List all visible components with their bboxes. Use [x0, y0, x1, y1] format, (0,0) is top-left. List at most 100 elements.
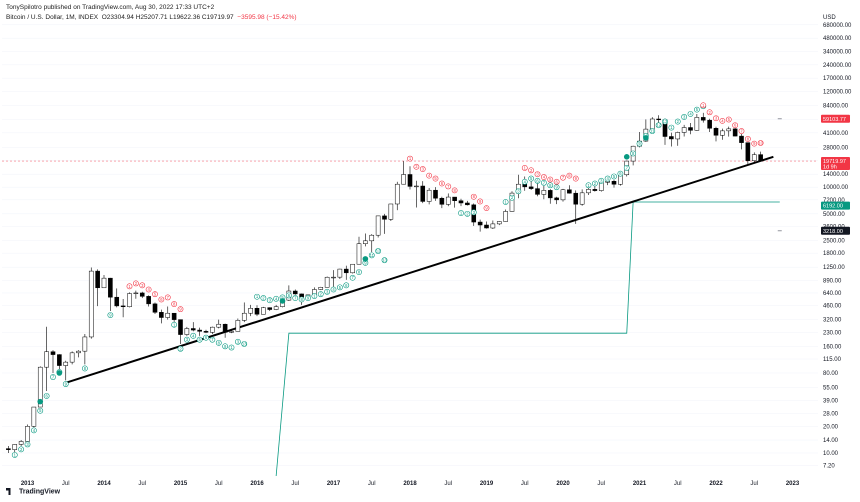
td-buy-count-circle [636, 140, 643, 147]
td-sell-count-circle [132, 280, 139, 287]
candle-up [445, 196, 451, 205]
candle-up [496, 221, 502, 225]
td-buy-count-circle [674, 118, 681, 125]
candle-down [707, 119, 712, 129]
td-buy-count: 3 [326, 289, 329, 294]
td-buy-count: 2 [262, 296, 265, 301]
y-tick-label: 480000.00 [823, 36, 852, 42]
td-buy-count-circle [177, 345, 184, 352]
candle-down [146, 296, 151, 305]
y-tick-label: 28000.00 [823, 146, 849, 152]
td-buy-count: 3 [269, 298, 272, 303]
td-buy-count: 9 [638, 141, 641, 146]
td-sell-count-circle [700, 102, 707, 109]
candle-up [318, 287, 324, 290]
td-sell-count-circle [521, 164, 528, 171]
candle-down [567, 189, 572, 194]
td-buy-count: 2 [20, 447, 23, 452]
candle-up [37, 366, 43, 408]
td-buy-count-circle [190, 332, 197, 339]
x-tick-label: Jul [291, 481, 299, 487]
td-buy-count-circle [464, 210, 471, 217]
y-tick-label: 14000.00 [823, 172, 849, 178]
candle-up [18, 441, 24, 445]
td-buy-count: 11 [370, 253, 375, 258]
symbol-name[interactable]: Bitcoin / U.S. Dollar, 1M, INDEX [6, 14, 99, 21]
candle-down [6, 448, 11, 450]
x-tick-label: 2018 [403, 481, 417, 487]
td-sell-count-circle [553, 178, 560, 185]
x-tick-label: 2020 [556, 481, 570, 487]
td-sell-count: 1 [409, 156, 412, 161]
td-buy-count-circle [18, 446, 25, 453]
publisher-line: TonySpilotro published on TradingView.co… [6, 4, 215, 11]
candle-down [171, 312, 177, 320]
td-buy-count-circle [458, 210, 464, 216]
td-buy-count: 9 [224, 344, 227, 349]
x-tick-label: 2017 [327, 481, 341, 487]
td-buy-count: 3 [237, 339, 240, 344]
td-buy-count-circle [62, 381, 69, 387]
y-tick-label: 890.00 [823, 278, 842, 284]
time-axis[interactable]: 2013 Jul 2014 Jul 2015 Jul 2016 Jul 2017 Jul 2018 J… [21, 481, 800, 487]
td-buy-count-circle [604, 175, 611, 182]
td-sell-count-circle [152, 291, 158, 298]
td-buy-count: 13 [382, 258, 387, 263]
td-sell-count: 7 [167, 295, 170, 300]
td-sell-count-circle [706, 109, 713, 116]
td-sell-count: 9 [179, 307, 182, 312]
td-sell-count-circle [483, 205, 490, 212]
td-buy-count-circle [343, 282, 350, 289]
td-counts: 1234567898912345678913131234567891234567… [11, 102, 764, 458]
td-buy-count: 8 [84, 366, 87, 371]
td-buy-count: 12 [376, 249, 381, 254]
td-setup-marker [279, 298, 286, 304]
candle-down [254, 308, 260, 315]
price-axis[interactable]: USD 680000.00 480000.00 340000.00 240000.00 1… [823, 15, 852, 470]
td-buy-count-circle [30, 427, 37, 434]
candle-down [465, 202, 470, 206]
y-tick-label: 460.00 [823, 304, 842, 310]
td-sell-count-circle [732, 122, 739, 129]
candle-down [611, 181, 617, 185]
td-sell-count: 6 [555, 179, 558, 184]
td-buy-count: 1 [460, 211, 463, 216]
price-tag-label: 6192.00 [823, 204, 843, 210]
td-buy-count-circle [509, 194, 515, 201]
td-setup-marker [362, 256, 369, 262]
candle-up [184, 328, 190, 335]
y-tick-label: 320.00 [823, 318, 842, 324]
td-sell-count-circle [419, 166, 426, 172]
td-buy-count: 3 [600, 178, 603, 183]
td-sell-count-circle [413, 163, 420, 170]
chart-header: TonySpilotro published on TradingView.co… [0, 0, 860, 26]
candle-down [95, 270, 100, 289]
td-buy-count-circle [81, 365, 88, 372]
candle-down [433, 189, 438, 199]
td-buy-count-circle [43, 393, 50, 399]
candle-down [592, 189, 598, 191]
candle-up [12, 444, 18, 450]
td-setup-marker [643, 135, 649, 141]
td-buy-count-circle [196, 336, 203, 343]
td-sell-count: 1 [128, 284, 131, 289]
td-buy-count-circle [171, 321, 178, 328]
td-buy-count: 4 [332, 287, 335, 292]
currency-label: USD [823, 15, 836, 21]
td-buy-count-circle [687, 111, 694, 117]
candle-up [560, 189, 566, 201]
x-tick-label: 2013 [21, 481, 35, 487]
td-buy-count: 5 [39, 408, 42, 413]
td-buy-count: 2 [466, 211, 469, 216]
td-buy-count-circle [521, 178, 528, 185]
candle-down [203, 331, 209, 333]
candle-up [426, 189, 432, 202]
td-buy-count: 1 [504, 200, 507, 205]
tradingview-logo[interactable]: TradingView [6, 488, 60, 495]
candle-up [229, 331, 234, 333]
tdst-support-line [275, 201, 780, 477]
td-sell-count: 4 [543, 175, 546, 180]
price-change: −3595.98 (−15.42%) [237, 14, 297, 21]
